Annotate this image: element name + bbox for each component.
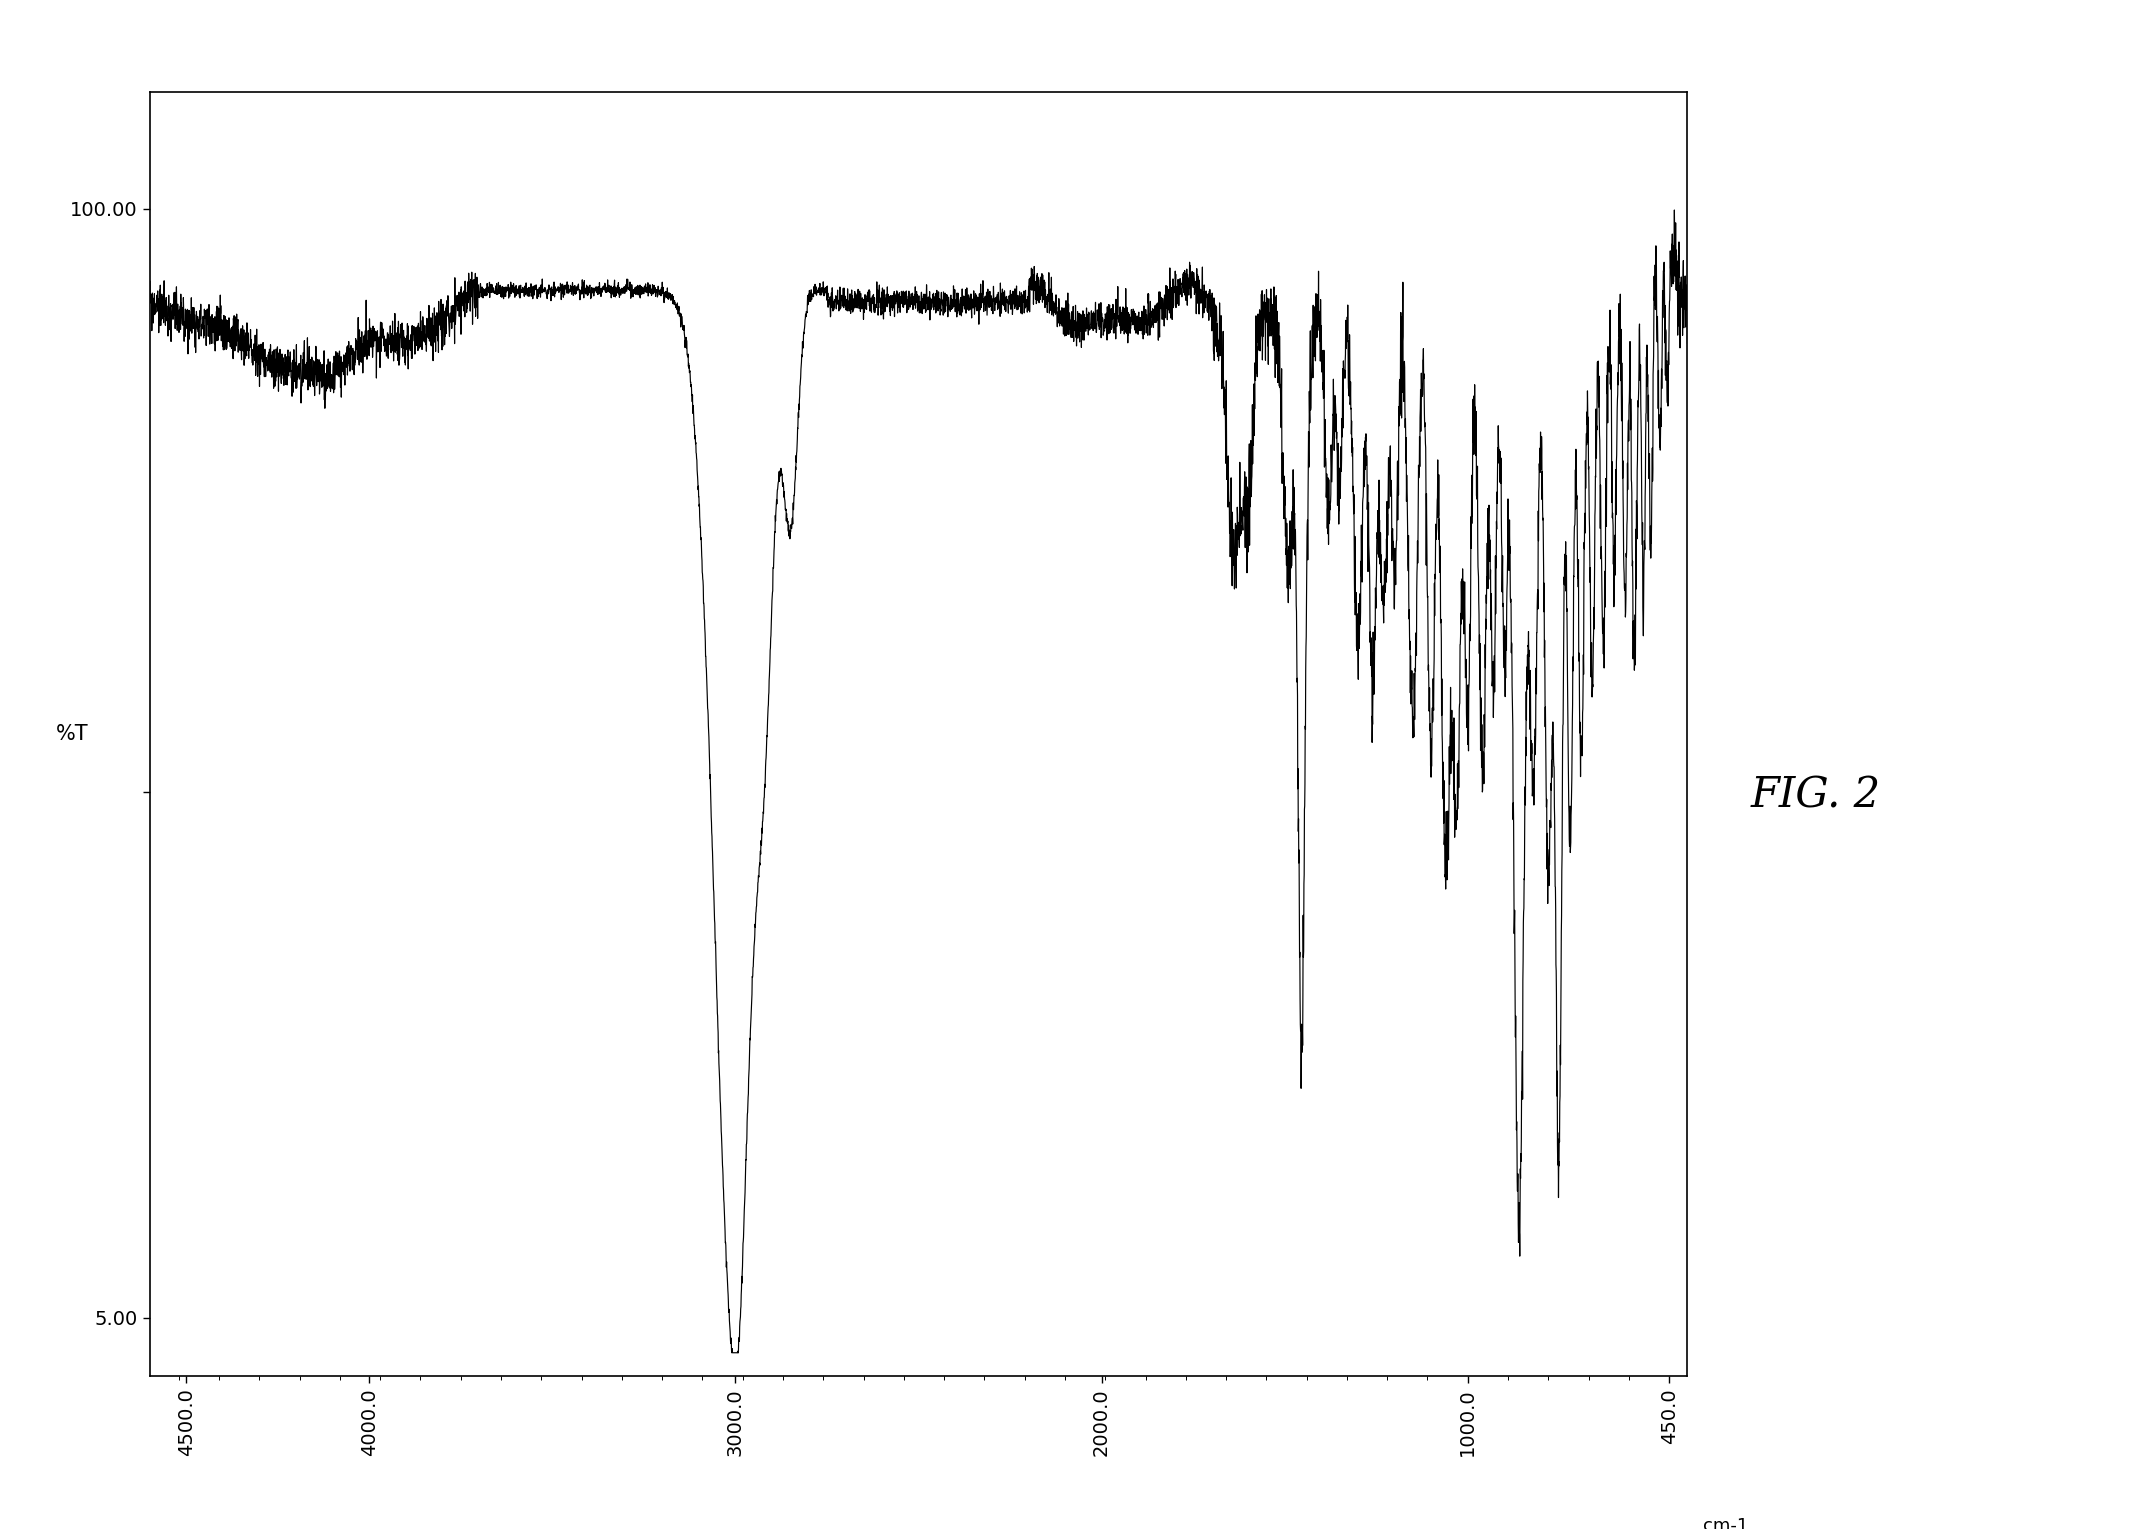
Y-axis label: %T: %T	[56, 723, 90, 745]
Text: FIG. 2: FIG. 2	[1752, 774, 1880, 816]
Text: cm-1: cm-1	[1702, 1517, 1747, 1529]
